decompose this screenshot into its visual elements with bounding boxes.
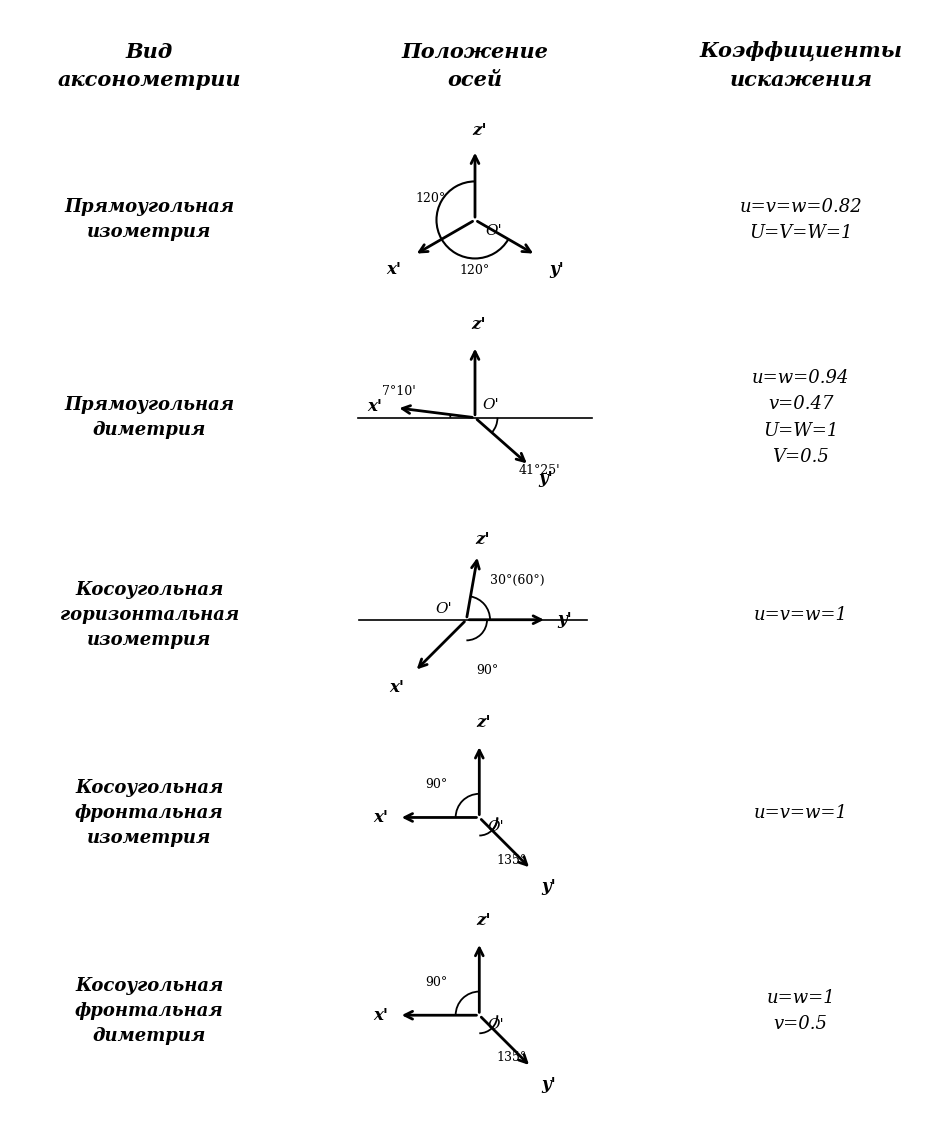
- Text: y': y': [542, 879, 556, 896]
- Text: z': z': [475, 531, 489, 548]
- Text: O': O': [488, 821, 504, 834]
- Text: x': x': [368, 398, 383, 415]
- Text: y': y': [558, 611, 573, 628]
- Text: Косоугольная
фронтальная
диметрия: Косоугольная фронтальная диметрия: [75, 976, 223, 1045]
- Text: x': x': [390, 679, 405, 696]
- Text: u=v=w=0.82
U=V=W=1: u=v=w=0.82 U=V=W=1: [739, 197, 862, 242]
- Text: Косоугольная
фронтальная
изометрия: Косоугольная фронтальная изометрия: [75, 779, 223, 847]
- Text: x': x': [373, 1007, 388, 1023]
- Text: 90°: 90°: [477, 665, 499, 677]
- Text: u=v=w=1: u=v=w=1: [753, 606, 847, 624]
- Text: Положение
осей: Положение осей: [402, 43, 548, 90]
- Text: 135°: 135°: [497, 853, 526, 867]
- Text: z': z': [476, 912, 491, 929]
- Text: x': x': [386, 261, 401, 278]
- Text: 120°: 120°: [415, 192, 446, 205]
- Text: z': z': [472, 122, 486, 139]
- Text: u=v=w=1: u=v=w=1: [753, 804, 847, 822]
- Text: u=w=0.94
v=0.47
U=W=1
V=0.5: u=w=0.94 v=0.47 U=W=1 V=0.5: [752, 369, 849, 466]
- Text: 120°: 120°: [460, 265, 490, 277]
- Text: x': x': [373, 809, 388, 826]
- Text: 41°25': 41°25': [518, 464, 560, 478]
- Text: O': O': [488, 1018, 504, 1031]
- Text: Прямоугольная
изометрия: Прямоугольная изометрия: [65, 198, 235, 241]
- Text: y': y': [542, 1076, 556, 1093]
- Text: O': O': [485, 224, 503, 238]
- Text: Косоугольная
горизонтальная
изометрия: Косоугольная горизонтальная изометрия: [60, 582, 238, 649]
- Text: Вид
аксонометрии: Вид аксонометрии: [58, 43, 241, 90]
- Text: z': z': [471, 316, 485, 333]
- Text: O': O': [436, 602, 452, 617]
- Text: 30°(60°): 30°(60°): [490, 574, 545, 587]
- Text: 90°: 90°: [426, 778, 447, 791]
- Text: y': y': [549, 261, 563, 278]
- Text: z': z': [476, 714, 491, 731]
- Text: Коэффициенты
искажения: Коэффициенты искажения: [699, 41, 902, 91]
- Text: 7°10': 7°10': [382, 385, 415, 398]
- Text: O': O': [483, 398, 499, 413]
- Text: 135°: 135°: [497, 1051, 526, 1064]
- Text: Прямоугольная
диметрия: Прямоугольная диметрия: [65, 396, 235, 439]
- Text: y': y': [539, 470, 554, 487]
- Text: u=w=1
v=0.5: u=w=1 v=0.5: [767, 989, 835, 1034]
- Text: 90°: 90°: [426, 976, 447, 989]
